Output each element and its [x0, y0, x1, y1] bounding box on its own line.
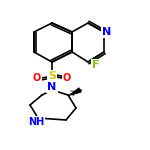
Text: O: O	[63, 73, 71, 83]
Text: S: S	[48, 71, 56, 81]
Polygon shape	[68, 88, 81, 96]
Text: O: O	[33, 73, 41, 83]
Text: N: N	[102, 27, 112, 37]
Text: NH: NH	[28, 117, 44, 127]
Text: F: F	[92, 60, 100, 70]
Text: N: N	[47, 82, 57, 92]
